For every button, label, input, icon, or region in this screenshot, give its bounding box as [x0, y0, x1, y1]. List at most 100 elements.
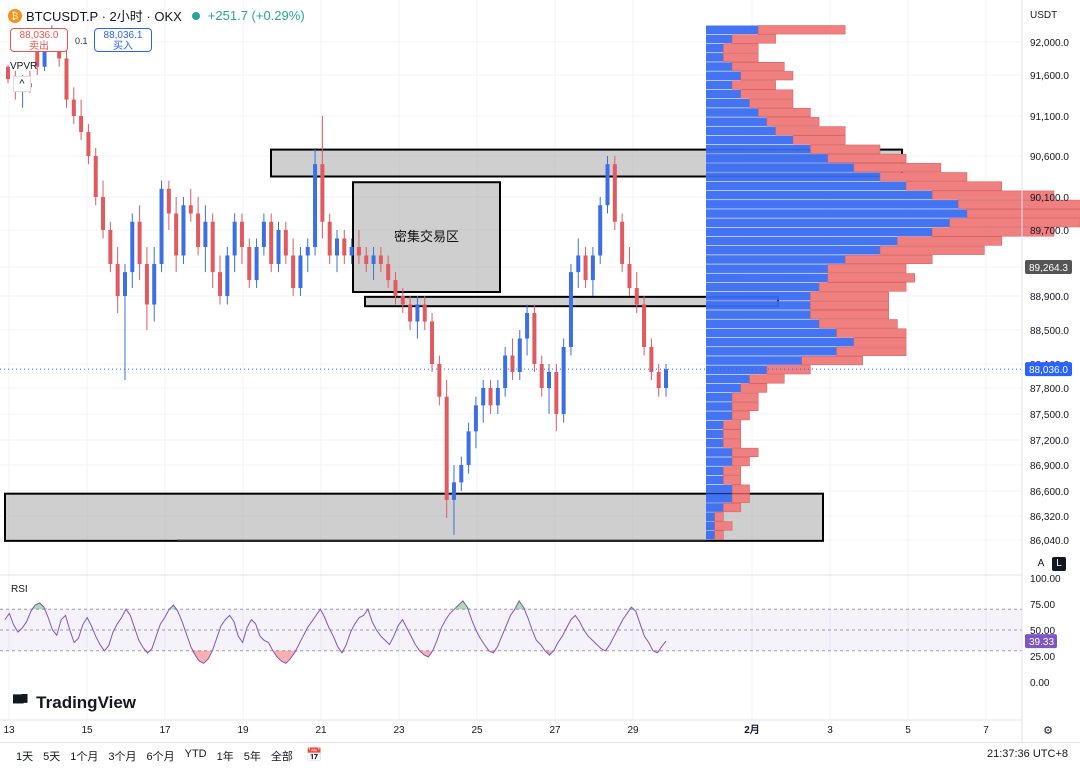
sell-button[interactable]: 88,036.0 卖出 — [10, 28, 68, 52]
candle-body — [335, 238, 339, 256]
time-tick-label: 23 — [393, 725, 405, 736]
candle-body — [371, 255, 376, 264]
candle-body — [510, 355, 515, 372]
symbol-header[interactable]: ₿ BTCUSDT.P · 2小时 · OKX +251.7 (+0.29%) — [8, 6, 305, 25]
vp-sell-bar — [827, 153, 907, 163]
vp-buy-bar — [706, 466, 724, 476]
tradingview-icon: ▀▘ — [13, 695, 33, 712]
vp-buy-bar — [706, 356, 802, 365]
range-button[interactable]: 1个月 — [70, 751, 99, 763]
rsi-label[interactable]: RSI — [11, 584, 28, 595]
vp-sell-bar — [810, 310, 889, 320]
vp-sell-bar — [723, 43, 759, 53]
candle-body — [196, 213, 201, 247]
price-tick-label: 87,800.0 — [1030, 384, 1069, 395]
rsi-tick-label: 0.00 — [1030, 678, 1050, 689]
gear-icon[interactable]: ⚙ — [1043, 725, 1053, 737]
buy-button[interactable]: 88,036.1 买入 — [94, 28, 152, 52]
range-button[interactable]: YTD — [184, 748, 207, 760]
candle-body — [444, 396, 449, 500]
vp-sell-bar — [723, 438, 742, 448]
vp-buy-bar — [706, 62, 733, 71]
rsi-overbought-fill — [5, 600, 666, 610]
vp-sell-bar — [749, 374, 785, 384]
sell-price: 88,036.0 — [19, 30, 59, 41]
vp-sell-bar — [958, 199, 1080, 209]
vp-sell-bar — [931, 227, 1055, 237]
candle-body — [210, 221, 215, 273]
auto-scale-button[interactable]: A — [1037, 558, 1045, 569]
range-button[interactable]: 3个月 — [108, 751, 137, 763]
vp-sell-bar — [801, 356, 863, 366]
collapse-caret-icon[interactable]: ^ — [13, 76, 31, 92]
price-tick-label: 91,600.0 — [1030, 71, 1069, 82]
candle-body — [305, 246, 310, 256]
vp-buy-bar — [706, 246, 880, 255]
calendar-icon[interactable]: 📅 — [306, 747, 323, 762]
range-button[interactable]: 全部 — [270, 751, 293, 763]
candle-body — [415, 304, 420, 322]
candle-body — [101, 197, 106, 230]
candle-body — [108, 230, 113, 264]
currency-label[interactable]: USDT — [1030, 10, 1058, 21]
vp-buy-bar — [706, 328, 837, 338]
vp-sell-bar — [723, 475, 742, 485]
vp-buy-bar — [706, 209, 967, 218]
vp-buy-bar — [706, 365, 767, 375]
vp-sell-bar — [749, 98, 794, 108]
candle-body — [254, 246, 259, 281]
rsi-tick-label: 75.00 — [1030, 600, 1055, 611]
candle-body — [232, 221, 237, 256]
candle-body — [547, 372, 552, 388]
range-button[interactable]: 1年 — [216, 751, 234, 763]
candle-body — [451, 482, 456, 500]
time-tick-label: 3 — [827, 725, 833, 736]
vp-buy-bar — [706, 512, 715, 522]
price-tick-label: 87,200.0 — [1030, 436, 1069, 447]
candle-body — [627, 263, 632, 289]
vp-sell-bar — [766, 365, 811, 375]
tradingview-logo[interactable]: ▀▘ TradingView — [13, 693, 136, 713]
candle-body — [525, 313, 530, 339]
symbol-title[interactable]: BTCUSDT.P · 2小时 · OKX — [26, 9, 182, 24]
vp-buy-bar — [706, 503, 724, 512]
vp-buy-bar — [706, 273, 828, 283]
candle-body — [400, 296, 405, 305]
candle-body — [656, 372, 661, 388]
price-tick-label: 92,000.0 — [1030, 38, 1069, 49]
current-price-tag — [1025, 362, 1072, 377]
candle-body — [503, 355, 508, 388]
candle-body — [64, 58, 69, 100]
rsi-line — [4, 599, 667, 664]
candle-body — [86, 132, 91, 156]
range-button[interactable]: 5年 — [243, 751, 261, 763]
range-button[interactable]: 5天 — [43, 751, 61, 763]
candle-body — [378, 255, 383, 264]
candle-body — [408, 304, 413, 322]
vp-buy-bar — [706, 402, 733, 411]
log-scale-button[interactable]: L — [1052, 557, 1066, 571]
range-button[interactable]: 6个月 — [146, 751, 175, 763]
rsi-oversold-fill — [5, 650, 666, 664]
range-button[interactable]: 1天 — [16, 751, 34, 763]
candle-body — [261, 221, 266, 247]
candle-body — [313, 164, 318, 247]
candle-body — [188, 205, 193, 214]
clock[interactable]: 21:37:36 UTC+8 — [986, 748, 1068, 760]
time-tick-label: 25 — [471, 725, 483, 736]
vpvr-indicator-label[interactable]: VPVR — [10, 61, 38, 72]
candle-body — [159, 188, 164, 264]
buy-price: 88,036.1 — [103, 30, 143, 41]
vp-buy-bar — [706, 420, 724, 430]
vp-buy-bar — [706, 484, 733, 494]
vp-buy-bar — [706, 264, 828, 273]
vp-sell-bar — [723, 466, 742, 476]
candle-body — [634, 288, 639, 305]
vp-sell-bar — [731, 457, 750, 467]
vp-buy-bar — [706, 126, 776, 136]
candle-body — [174, 213, 179, 256]
vp-buy-bar — [706, 89, 741, 99]
vp-sell-bar — [723, 503, 742, 513]
bottom-toolbar: 1天 5天 1个月 3个月 6个月 YTD 1年 5年 全部 📅 21:37:36 UTC+8 — [0, 742, 1080, 768]
